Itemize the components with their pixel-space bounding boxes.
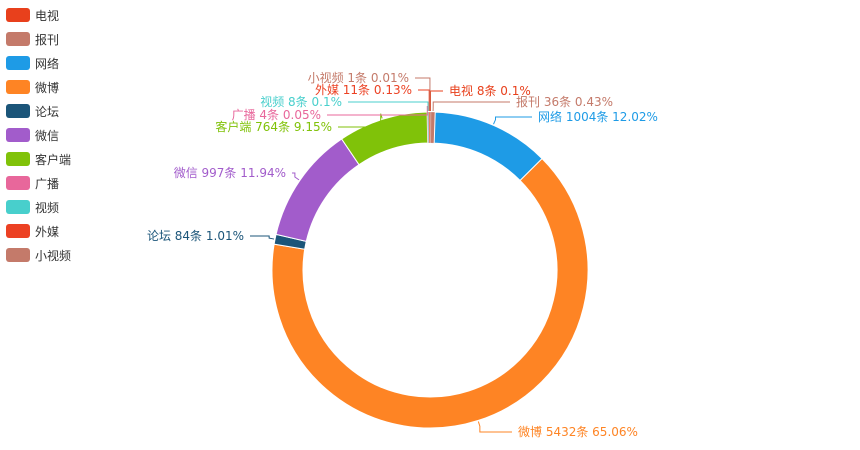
callout-line-9 (418, 89, 430, 112)
legend-swatch (6, 80, 30, 94)
legend-label: 广播 (35, 176, 60, 191)
callout-label-4: 论坛 84条 1.01% (147, 229, 244, 243)
legend-item-7[interactable]: 广播 (6, 171, 71, 195)
legend-swatch (6, 56, 30, 70)
callout-line-6 (338, 113, 383, 128)
callout-label-10: 小视频 1条 0.01% (308, 70, 409, 85)
legend-item-5[interactable]: 微信 (6, 123, 71, 147)
callout-line-3 (477, 421, 512, 433)
legend-label: 网络 (35, 56, 60, 71)
legend-item-4[interactable]: 论坛 (6, 99, 71, 123)
legend-swatch (6, 104, 30, 118)
callout-label-9: 外媒 11条 0.13% (315, 83, 412, 97)
callout-line-0 (429, 90, 443, 112)
legend-swatch (6, 224, 30, 238)
callout-line-10 (415, 77, 431, 112)
legend-swatch (6, 8, 30, 22)
callout-label-0: 电视 8条 0.1% (449, 83, 531, 98)
slice-10[interactable] (429, 111, 431, 144)
callout-line-7 (327, 106, 428, 116)
legend-item-1[interactable]: 报刊 (6, 27, 71, 51)
callout-label-7: 广播 4条 0.05% (232, 108, 321, 122)
callout-line-2 (493, 116, 532, 125)
legend-item-9[interactable]: 外媒 (6, 219, 71, 243)
legend-swatch (6, 32, 30, 46)
legend-label: 视频 (35, 200, 60, 215)
legend-swatch (6, 200, 30, 214)
callout-line-1 (432, 101, 510, 112)
legend-swatch (6, 176, 30, 190)
legend-item-10[interactable]: 小视频 (6, 243, 71, 267)
callout-label-2: 网络 1004条 12.02% (538, 109, 658, 124)
legend-item-0[interactable]: 电视 (6, 3, 71, 27)
chart-legend: 电视报刊网络微博论坛微信客户端广播视频外媒小视频 (6, 3, 71, 267)
slice-2[interactable] (433, 111, 543, 182)
legend-swatch (6, 248, 30, 262)
callout-line-4 (250, 235, 275, 240)
legend-label: 论坛 (35, 104, 60, 119)
legend-label: 报刊 (35, 32, 60, 47)
legend-label: 小视频 (35, 248, 72, 263)
callout-line-5 (292, 172, 300, 181)
legend-item-3[interactable]: 微博 (6, 75, 71, 99)
slice-6[interactable] (341, 111, 429, 166)
callout-label-1: 报刊 36条 0.43% (516, 94, 613, 109)
slice-5[interactable] (275, 138, 360, 242)
slice-callouts: 电视 8条 0.1%报刊 36条 0.43%网络 1004条 12.02% 微博 … (147, 70, 658, 439)
legend-item-8[interactable]: 视频 (6, 195, 71, 219)
legend-label: 客户端 (35, 152, 72, 167)
legend-swatch (6, 128, 30, 142)
legend-label: 微博 (35, 80, 60, 95)
callout-line-8 (348, 101, 429, 112)
legend-item-2[interactable]: 网络 (6, 51, 71, 75)
callout-label-5: 微信 997条 11.94% (174, 166, 286, 180)
slice-3[interactable] (271, 157, 589, 429)
legend-item-6[interactable]: 客户端 (6, 147, 71, 171)
callout-label-3: 微博 5432条 65.06% (518, 424, 638, 439)
slice-9[interactable] (428, 111, 431, 144)
callout-label-6: 客户端 764条 9.15% (215, 119, 332, 134)
donut-slices (271, 111, 589, 429)
legend-label: 微信 (35, 128, 60, 143)
callout-label-8: 视频 8条 0.1% (260, 94, 342, 109)
legend-label: 电视 (35, 8, 60, 23)
legend-label: 外媒 (35, 224, 60, 239)
legend-swatch (6, 152, 30, 166)
